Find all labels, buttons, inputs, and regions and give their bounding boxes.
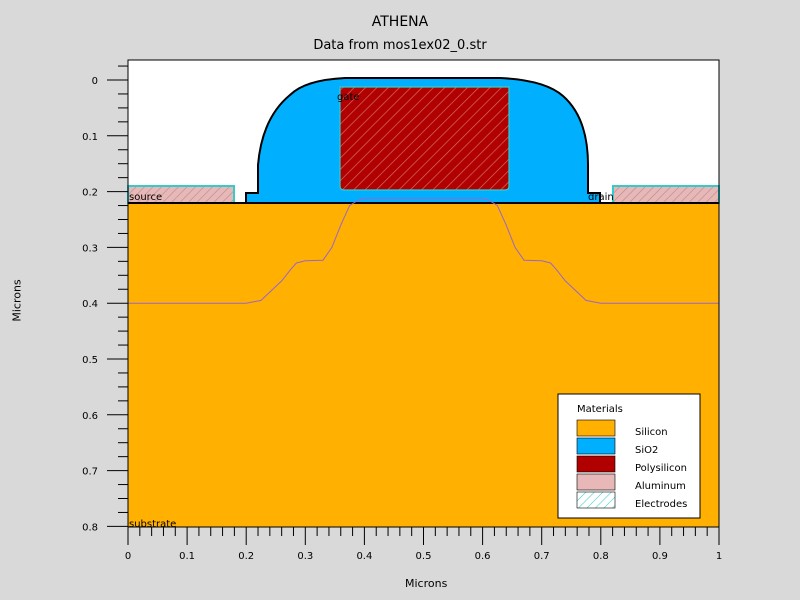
legend-label-sio2: SiO2 bbox=[635, 445, 658, 456]
x-tick-label: 0.1 bbox=[179, 551, 195, 562]
drain-label: drain bbox=[588, 192, 614, 203]
y-axis: 0 0.1 0.2 0.3 0.4 0.5 0.6 0.7 0.8 bbox=[82, 65, 128, 533]
x-tick-label: 0.9 bbox=[652, 551, 668, 562]
y-tick-label: 0.5 bbox=[82, 355, 98, 366]
x-tick-label: 0.7 bbox=[534, 551, 550, 562]
x-tick-label: 0.2 bbox=[238, 551, 254, 562]
x-tick-label: 0.8 bbox=[593, 551, 609, 562]
x-tick-label: 0.5 bbox=[416, 551, 432, 562]
drain-contact bbox=[612, 185, 720, 204]
legend-swatch-sio2 bbox=[576, 437, 616, 455]
junction-profile bbox=[128, 197, 719, 304]
polysilicon-gate bbox=[339, 86, 510, 191]
legend-swatch-electrodes bbox=[576, 491, 616, 509]
y-tick-label: 0.3 bbox=[82, 243, 98, 254]
x-tick-label: 1 bbox=[716, 551, 722, 562]
x-axis-title: Microns bbox=[405, 577, 448, 590]
y-tick-label: 0.2 bbox=[82, 188, 98, 199]
legend: Materials Silicon SiO2 Polysilicon Alumi… bbox=[557, 393, 701, 519]
chart-title: ATHENA bbox=[371, 14, 429, 30]
x-tick-label: 0.4 bbox=[356, 551, 372, 562]
substrate-label: substrate bbox=[129, 519, 176, 530]
y-tick-label: 0.8 bbox=[82, 522, 98, 533]
legend-label-polysilicon: Polysilicon bbox=[635, 463, 687, 474]
legend-label-silicon: Silicon bbox=[635, 427, 668, 438]
legend-label-aluminum: Aluminum bbox=[635, 481, 686, 492]
x-tick-label: 0 bbox=[125, 551, 131, 562]
legend-label-electrodes: Electrodes bbox=[635, 499, 687, 510]
y-tick-label: 0.7 bbox=[82, 467, 98, 478]
y-tick-label: 0 bbox=[92, 76, 98, 87]
legend-swatch-silicon bbox=[576, 419, 616, 437]
x-axis: 0 0.1 0.2 0.3 0.4 0.5 0.6 0.7 0.8 0.9 1 bbox=[125, 527, 722, 562]
y-tick-label: 0.4 bbox=[82, 299, 98, 310]
x-tick-label: 0.3 bbox=[297, 551, 313, 562]
legend-title: Materials bbox=[577, 404, 623, 415]
y-tick-label: 0.6 bbox=[82, 411, 98, 422]
source-label: source bbox=[129, 192, 162, 203]
y-tick-label: 0.1 bbox=[82, 132, 98, 143]
x-tick-label: 0.6 bbox=[475, 551, 491, 562]
gate-label: gate bbox=[337, 92, 360, 103]
legend-swatch-polysilicon bbox=[576, 455, 616, 473]
legend-swatch-aluminum bbox=[576, 473, 616, 491]
chart-subtitle: Data from mos1ex02_0.str bbox=[313, 38, 487, 53]
